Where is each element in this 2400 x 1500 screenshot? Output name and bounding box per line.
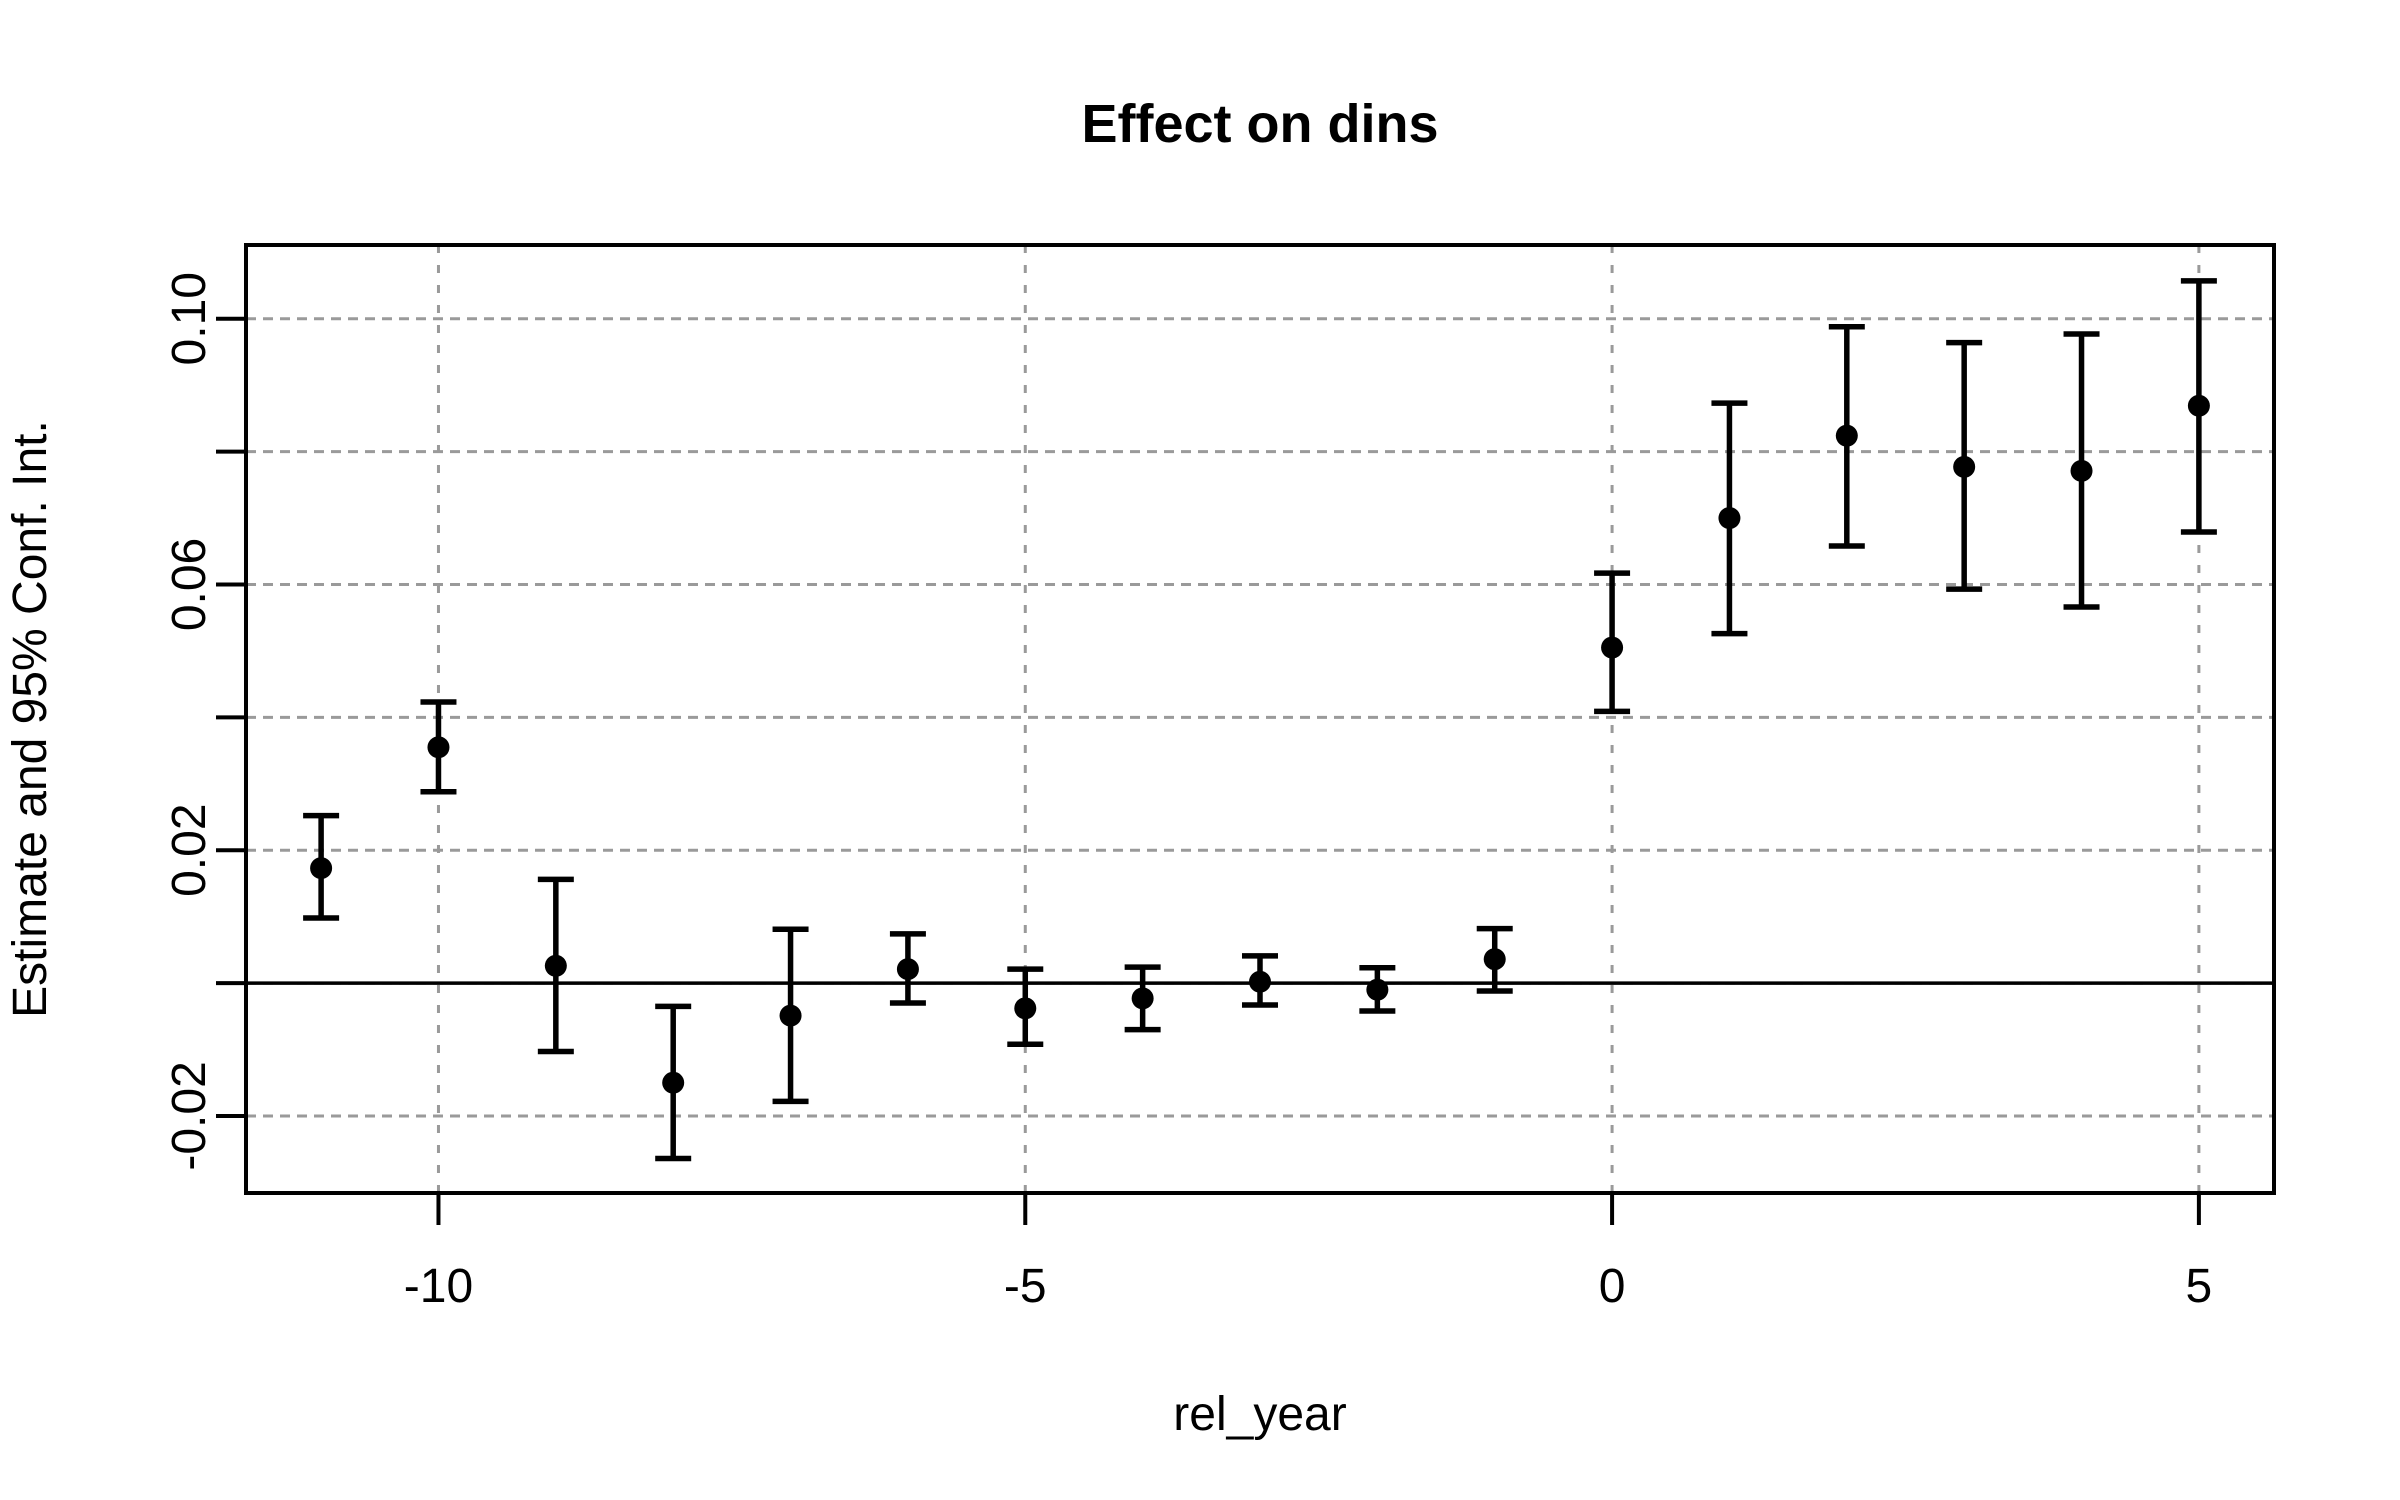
data-point <box>1718 507 1741 530</box>
data-point <box>1366 978 1389 1001</box>
x-axis-title: rel_year <box>1173 1388 1346 1441</box>
data-series-layer <box>303 278 2217 1162</box>
estimate-with-ci <box>1242 953 1278 1008</box>
x-tick-label: 0 <box>1599 1260 1626 1313</box>
data-point <box>1601 636 1624 659</box>
data-point <box>2187 394 2210 417</box>
data-point <box>662 1071 685 1094</box>
y-tick-label: -0.02 <box>163 1061 216 1170</box>
data-point <box>1131 987 1154 1010</box>
estimate-with-ci <box>889 931 926 1006</box>
estimate-with-ci <box>1124 964 1161 1033</box>
axis-ticks-layer <box>216 316 2201 1225</box>
data-point <box>1835 424 1858 447</box>
data-point <box>427 736 450 759</box>
y-tick-label: 0.10 <box>163 272 216 365</box>
y-tick-label: 0.06 <box>163 538 216 631</box>
data-point <box>310 857 333 880</box>
data-point <box>1014 997 1037 1020</box>
estimate-with-ci <box>303 812 340 921</box>
x-tick-label: -10 <box>404 1260 473 1313</box>
data-point <box>544 954 567 977</box>
x-tick-label: 5 <box>2186 1260 2213 1313</box>
estimate-with-ci <box>1711 400 1748 637</box>
data-point <box>2070 459 2093 482</box>
estimate-with-ci <box>1359 965 1396 1014</box>
y-axis-title: Estimate and 95% Conf. Int. <box>4 420 57 1018</box>
estimate-with-ci <box>537 876 574 1055</box>
estimate-with-ci <box>1476 925 1513 994</box>
estimate-with-ci <box>1594 570 1631 715</box>
estimate-with-ci <box>655 1003 692 1162</box>
x-tick-label: -5 <box>1004 1260 1047 1313</box>
y-tick-label: 0.02 <box>163 803 216 896</box>
data-point <box>1249 970 1271 993</box>
estimate-with-ci <box>2180 278 2217 535</box>
data-point <box>1953 455 1976 478</box>
data-point <box>779 1004 802 1027</box>
estimate-with-ci <box>2063 331 2100 610</box>
estimate-with-ci <box>772 926 809 1105</box>
estimate-with-ci <box>1007 966 1044 1047</box>
tick-labels-layer: -0.02 0.02 0.06 0.10 -10 -5 0 5 <box>163 272 2212 1313</box>
estimate-with-ci <box>1946 339 1983 592</box>
estimate-with-ci <box>420 699 457 795</box>
data-point <box>896 958 919 981</box>
data-point <box>1483 948 1506 971</box>
estimate-with-ci <box>1828 323 1865 549</box>
chart-title: Effect on dins <box>1081 94 1438 154</box>
